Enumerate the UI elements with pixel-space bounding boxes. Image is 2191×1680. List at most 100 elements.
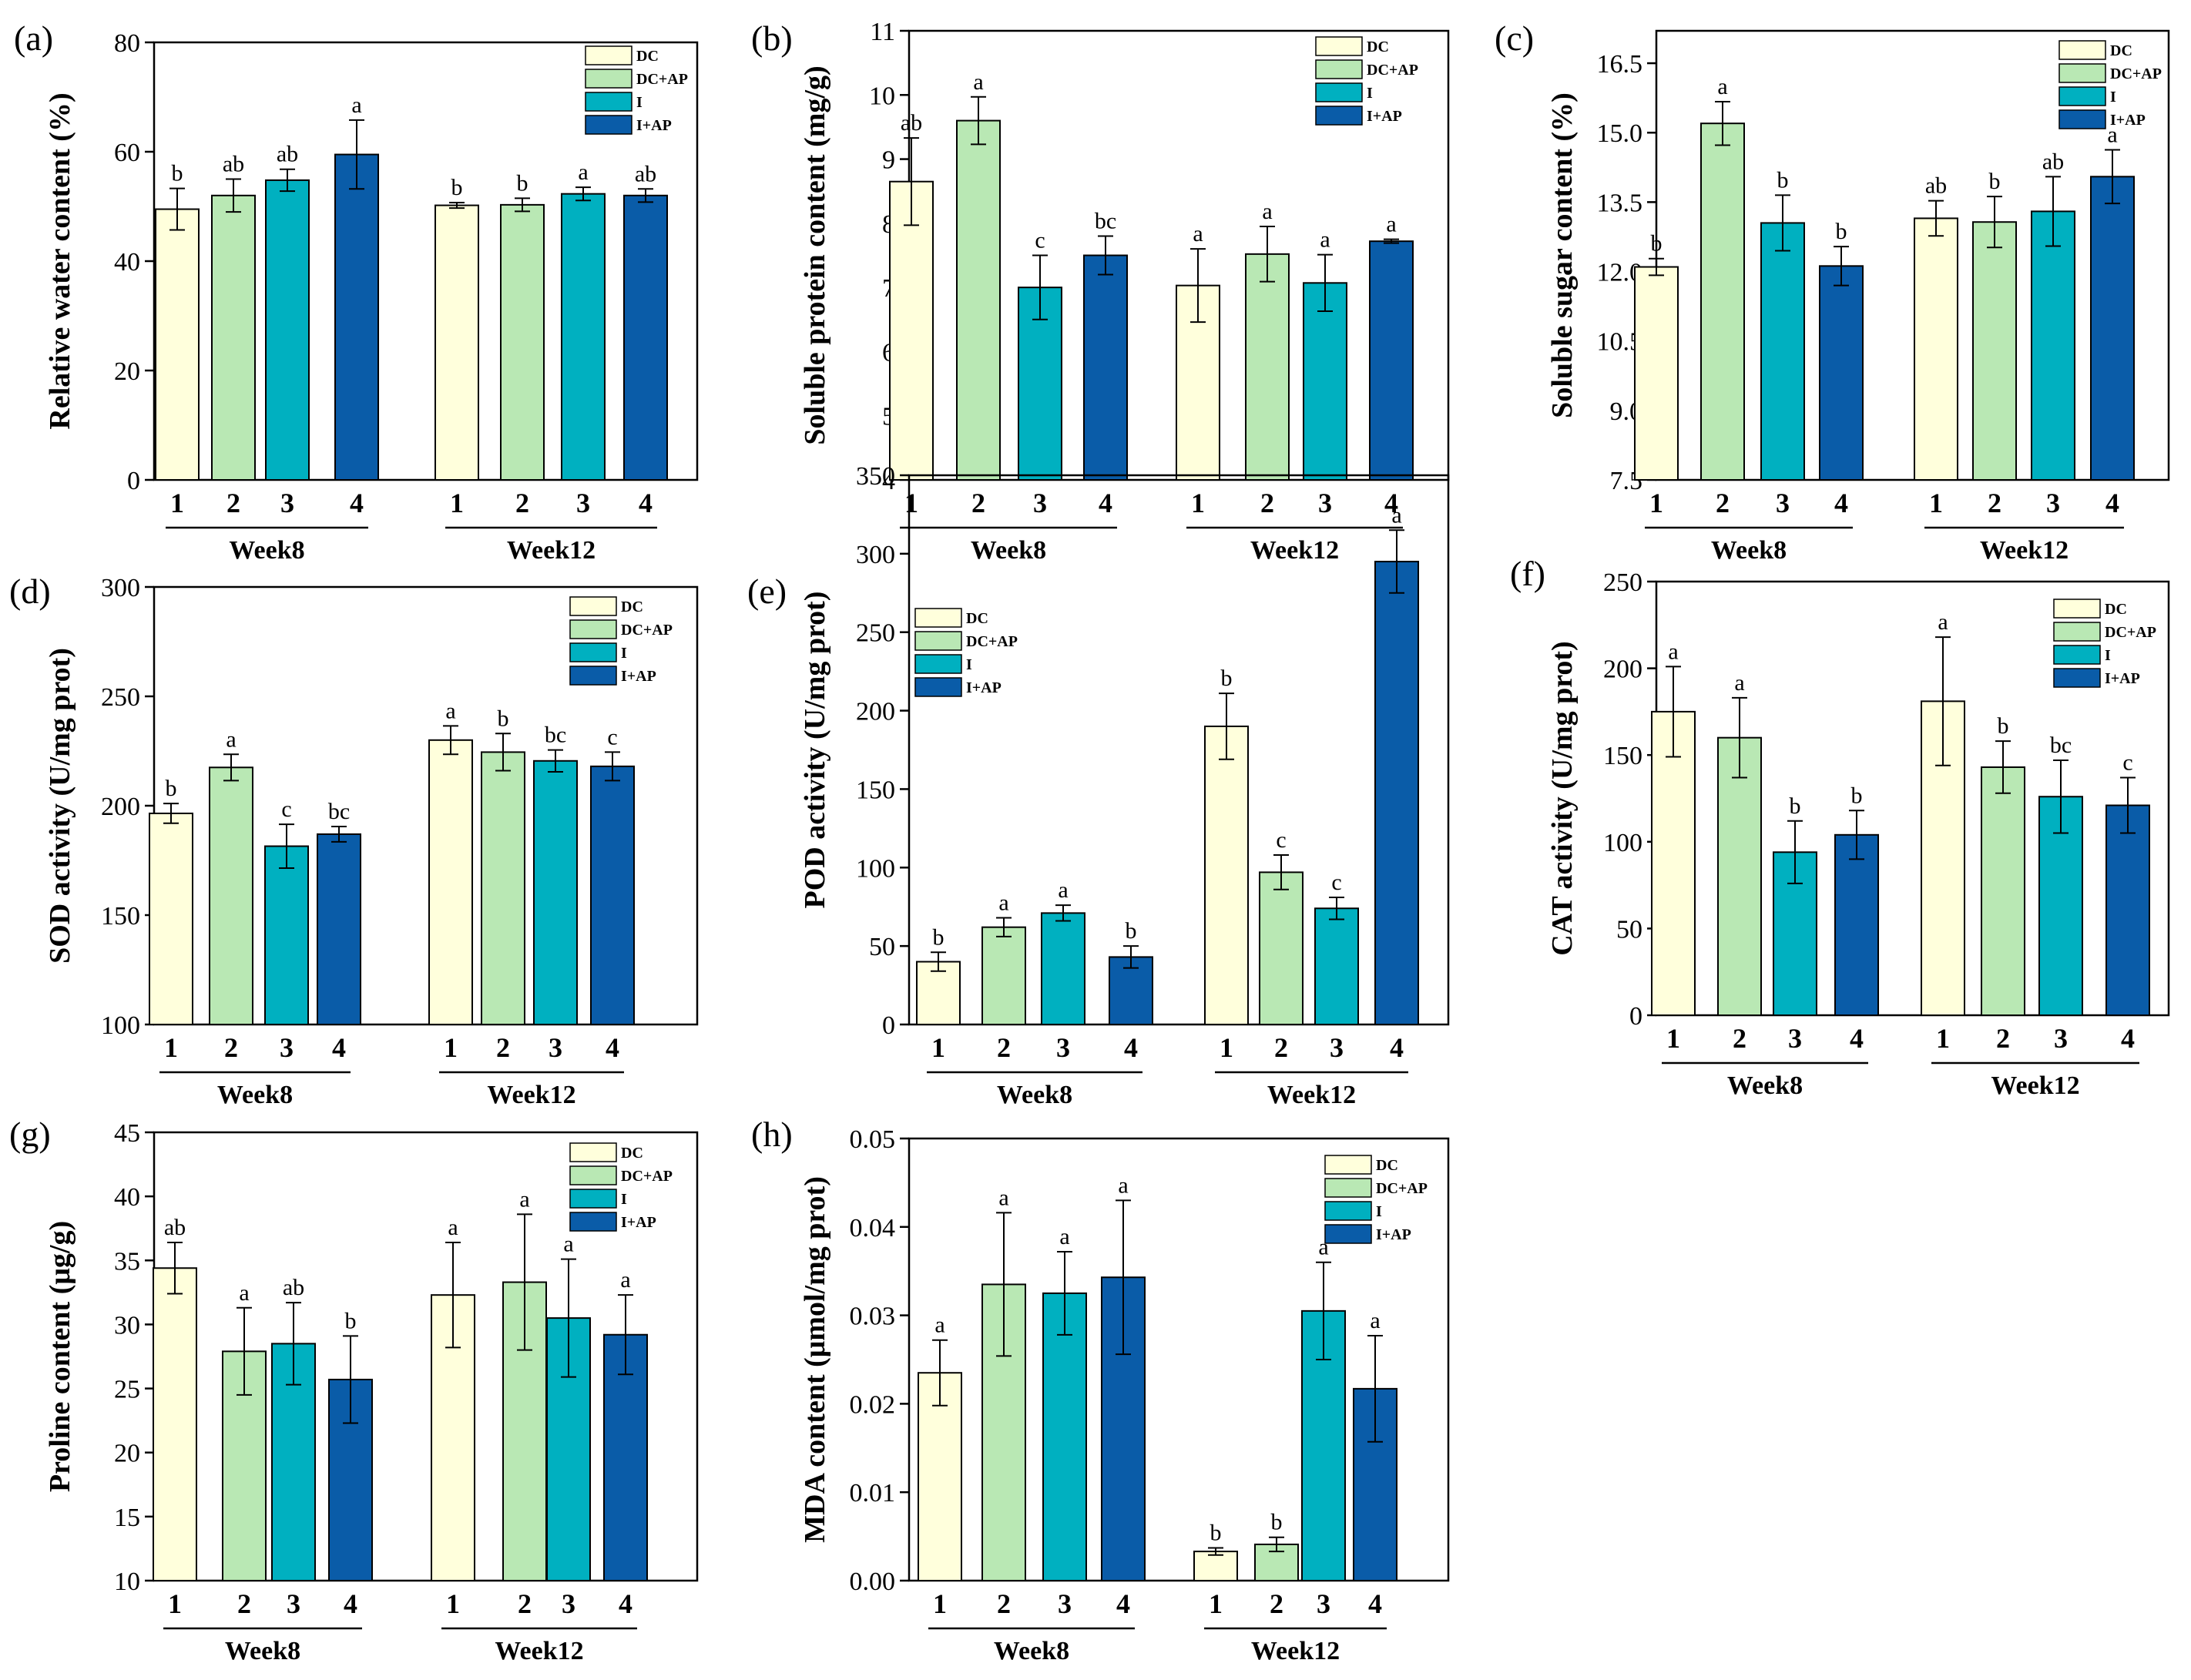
- legend-swatch: [1315, 82, 1363, 102]
- x-tick-label: 1: [1929, 488, 1943, 518]
- y-tick-label: 250: [101, 683, 140, 712]
- y-axis-label: MDA content (μmol/mg prot): [799, 1176, 831, 1543]
- x-tick-label: 2: [997, 1588, 1011, 1619]
- bar-week8-2: [1717, 736, 1762, 1016]
- legend-label: I: [966, 656, 972, 673]
- x-tick-label: 3: [562, 1588, 575, 1619]
- y-tick-label: 16.5: [1597, 50, 1643, 79]
- legend-label: DC+AP: [621, 1168, 673, 1185]
- bar-week8-1: [918, 1372, 962, 1581]
- y-tick-label: 0: [1629, 1002, 1642, 1031]
- bar-week12-3: [533, 760, 578, 1026]
- legend-swatch: [1324, 1224, 1372, 1244]
- significance-letter: b: [1126, 918, 1137, 944]
- legend-swatch: [914, 608, 962, 628]
- y-tick-label: 25: [114, 1376, 140, 1404]
- bar-week12-4: [2090, 176, 2135, 481]
- bar-week8-2: [209, 766, 253, 1025]
- x-tick-label: 4: [350, 488, 364, 518]
- legend: DC DC+AP I I+AP: [1324, 1155, 1428, 1244]
- bar-week8-4: [1083, 254, 1128, 481]
- bar-week8-1: [149, 812, 193, 1025]
- significance-letter: a: [973, 69, 983, 95]
- significance-letter: ab: [2042, 149, 2064, 174]
- y-tick-label: 0.05: [850, 1125, 896, 1154]
- legend-swatch: [585, 45, 632, 65]
- group-label: Week12: [1267, 1081, 1356, 1109]
- panel-d: (d) 100 150 200 250 300 SOD activity (U/mg pro…: [9, 572, 699, 1109]
- bar-week12-4: [1374, 561, 1419, 1025]
- legend-label: DC+AP: [2110, 65, 2162, 82]
- group-label: Week12: [507, 536, 596, 565]
- significance-letter: b: [172, 161, 183, 186]
- x-tick-label: 4: [606, 1032, 619, 1063]
- y-tick-label: 20: [114, 357, 140, 386]
- legend-swatch: [2053, 622, 2101, 642]
- legend-swatch: [1315, 36, 1363, 56]
- bar-week12-3: [561, 193, 606, 481]
- y-axis-label: Soluble sugar content (%): [1546, 92, 1579, 418]
- significance-letter: ab: [164, 1215, 186, 1240]
- x-tick-label: 3: [1033, 488, 1047, 518]
- bar-week8-1: [1651, 710, 1696, 1017]
- group-label: Week8: [225, 1637, 300, 1665]
- x-tick-label: 1: [444, 1032, 458, 1063]
- legend-label: I: [1376, 1203, 1382, 1220]
- y-tick-label: 20: [114, 1440, 140, 1468]
- bar-week8-4: [334, 153, 379, 481]
- group-label: Week8: [1727, 1071, 1803, 1100]
- significance-letter: a: [563, 1232, 573, 1257]
- significance-letter: b: [1836, 219, 1847, 244]
- y-tick-label: 50: [1616, 915, 1642, 944]
- significance-letter: ab: [635, 161, 656, 186]
- y-tick-label: 0.03: [850, 1303, 896, 1331]
- panel-label: (g): [9, 1115, 51, 1154]
- bar-week8-4: [1834, 833, 1879, 1016]
- significance-letter: b: [1998, 713, 2009, 739]
- panel-label: (f): [1510, 554, 1545, 593]
- legend-swatch: [569, 1212, 617, 1232]
- bar-week12-1: [435, 204, 479, 481]
- y-tick-label: 0.04: [850, 1214, 896, 1242]
- y-tick-label: 80: [114, 29, 140, 58]
- x-tick-label: 4: [1368, 1588, 1382, 1619]
- significance-letter: c: [1035, 228, 1045, 253]
- x-tick-label: 3: [2054, 1023, 2068, 1054]
- legend-label: I: [621, 645, 627, 662]
- legend-swatch: [585, 92, 632, 112]
- legend-label: I: [636, 94, 643, 111]
- bar-week12-1: [428, 739, 473, 1025]
- x-tick-label: 4: [1850, 1023, 1864, 1054]
- x-tick-label: 2: [515, 488, 529, 518]
- legend-swatch: [914, 654, 962, 674]
- significance-letter: b: [1271, 1510, 1283, 1535]
- x-tick-label: 1: [450, 488, 464, 518]
- bar-week8-3: [1760, 222, 1805, 481]
- bar-week12-4: [1369, 240, 1414, 481]
- x-tick-label: 3: [576, 488, 590, 518]
- y-tick-label: 9: [882, 146, 895, 175]
- panel-label: (d): [9, 572, 51, 611]
- bar-week8-1: [153, 1267, 197, 1581]
- significance-letter: a: [998, 890, 1008, 915]
- panel-f: (f) 0 50 100 150 200 250 CAT activity (U/mg pro…: [1510, 554, 2170, 1100]
- panel-a: (a) 0 20 40 60 80 Relative water content (%) b 1…: [14, 18, 699, 565]
- y-tick-label: 10: [114, 1568, 140, 1596]
- legend-swatch: [2053, 599, 2101, 619]
- significance-letter: a: [2107, 122, 2117, 147]
- significance-letter: a: [226, 726, 236, 752]
- x-tick-label: 3: [1058, 1588, 1072, 1619]
- legend-label: DC: [636, 48, 659, 65]
- x-tick-label: 2: [1996, 1023, 2010, 1054]
- significance-letter: a: [1734, 670, 1744, 696]
- bar-week12-4: [603, 1333, 648, 1582]
- y-tick-label: 45: [114, 1119, 140, 1148]
- y-tick-label: 11: [870, 18, 895, 46]
- x-tick-label: 1: [1220, 1032, 1233, 1063]
- y-axis-label: CAT activity (U/mg prot): [1546, 641, 1579, 955]
- x-tick-label: 2: [518, 1588, 532, 1619]
- y-axis-label: SOD activity (U/mg prot): [44, 648, 76, 964]
- x-tick-label: 4: [2121, 1023, 2135, 1054]
- x-tick-label: 4: [332, 1032, 346, 1063]
- significance-letter: a: [998, 1185, 1008, 1210]
